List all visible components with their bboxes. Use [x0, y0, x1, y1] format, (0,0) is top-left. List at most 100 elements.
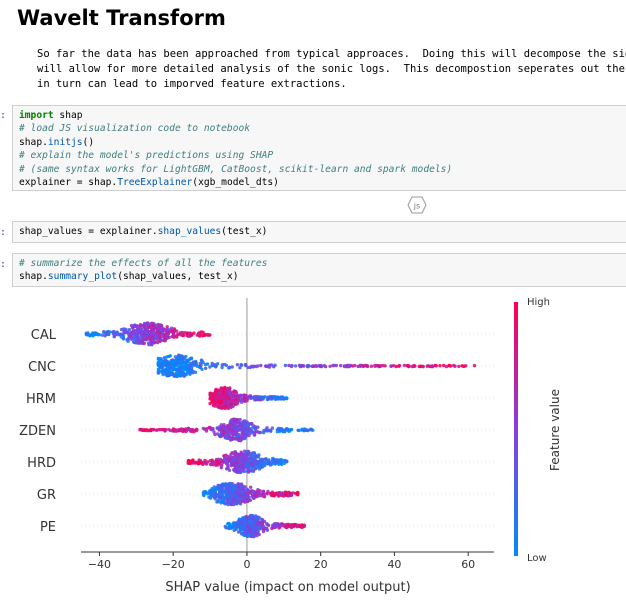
shap-point [258, 457, 263, 461]
shap-point [291, 491, 295, 495]
shap-point [266, 489, 270, 494]
section-heading: Wavelt Transform [17, 6, 226, 30]
shap-point [163, 339, 167, 343]
shap-point [397, 364, 401, 368]
shap-point [236, 496, 240, 500]
shap-point [227, 366, 231, 370]
x-tick-label: −20 [162, 558, 185, 571]
colorbar-title: Feature value [548, 389, 562, 471]
shap-point [257, 491, 261, 495]
shap-point [248, 394, 253, 398]
code-token: shap_values [157, 226, 222, 237]
shap-point [184, 354, 188, 359]
markdown-line: in turn can lead to imporved feature ext… [37, 78, 347, 90]
shap-point [240, 437, 244, 441]
shap-point [245, 498, 249, 502]
shap-point [171, 427, 176, 431]
shap-point [230, 462, 235, 467]
markdown-line: will allow for more detailed analysis of… [37, 63, 626, 75]
shap-point [247, 490, 252, 494]
shap-point [184, 367, 188, 372]
beeswarm-cal [84, 321, 212, 347]
shap-point [402, 363, 407, 368]
shap-point [245, 432, 249, 436]
shap-point [246, 524, 250, 528]
cell-prompt: : [0, 227, 7, 238]
shap-point [224, 427, 228, 432]
shap-point [172, 363, 176, 367]
shap-point [231, 489, 236, 493]
shap-point [287, 363, 291, 368]
shap-point [285, 525, 289, 530]
shap-point [300, 525, 304, 529]
shap-point [136, 333, 140, 337]
shap-point [243, 457, 247, 461]
shap-point [250, 465, 254, 470]
shap-point [128, 334, 132, 338]
code-comment: # load JS visualization code to notebook [19, 123, 251, 135]
shap-point [339, 363, 343, 368]
shap-point [252, 490, 256, 494]
shap-point [239, 400, 244, 404]
x-tick-label: 0 [243, 558, 250, 571]
shap-point [254, 459, 258, 463]
shap-point [332, 363, 336, 368]
shap-point [279, 429, 283, 433]
shap-point [161, 427, 166, 432]
code-token: shap. [19, 271, 48, 283]
shap-point [234, 398, 238, 402]
shap-point [224, 363, 228, 367]
shap-point [209, 392, 214, 397]
shap-point [252, 523, 256, 527]
shap-point [273, 525, 277, 530]
shap-point [202, 493, 206, 498]
colorbar [514, 302, 518, 556]
shap-point [211, 488, 216, 492]
code-cell-3[interactable]: # summarize the effects of all the featu… [12, 253, 626, 287]
shap-point [235, 396, 240, 400]
shap-point [252, 433, 257, 437]
shap-point [148, 428, 152, 433]
shap-point [180, 355, 185, 359]
shap-point [254, 397, 258, 402]
shap-point [438, 364, 442, 368]
shap-point [277, 492, 281, 496]
shap-point [156, 361, 161, 365]
shap-point [377, 364, 381, 368]
shap-point [283, 363, 288, 368]
code-token: summary_plot [47, 271, 118, 283]
shap-point [229, 460, 233, 464]
shap-point [245, 491, 249, 496]
shap-point [114, 330, 119, 335]
shap-point [196, 332, 201, 337]
shap-point [216, 494, 220, 498]
beeswarm-cnc [156, 353, 477, 379]
shap-point [230, 492, 234, 497]
shap-point [241, 432, 245, 436]
shap-point [208, 462, 213, 467]
shap-point [215, 362, 220, 366]
shap-point [225, 388, 230, 392]
shap-point [170, 334, 174, 339]
shap-point [243, 462, 247, 466]
code-cell-2[interactable]: shap_values = explainer.shap_values(test… [12, 221, 626, 243]
shap-point [233, 450, 237, 454]
shap-point [421, 364, 425, 369]
shap-point [237, 530, 241, 534]
code-cell-1[interactable]: import shap # load JS visualization code… [12, 105, 626, 191]
shap-point [240, 363, 244, 367]
shap-point [306, 363, 310, 368]
shap-point [218, 461, 222, 465]
shap-point [246, 462, 251, 466]
shap-point [249, 431, 253, 435]
shap-point [253, 530, 257, 535]
shap-point [260, 396, 264, 400]
colorbar-low-label: Low [527, 553, 547, 564]
shap-point [273, 363, 277, 367]
shap-point [165, 355, 169, 359]
shap-point [256, 529, 260, 533]
shap-point [234, 437, 238, 441]
shap-point [261, 490, 266, 494]
code-token: import [19, 110, 54, 121]
beeswarm-pe [223, 513, 306, 539]
